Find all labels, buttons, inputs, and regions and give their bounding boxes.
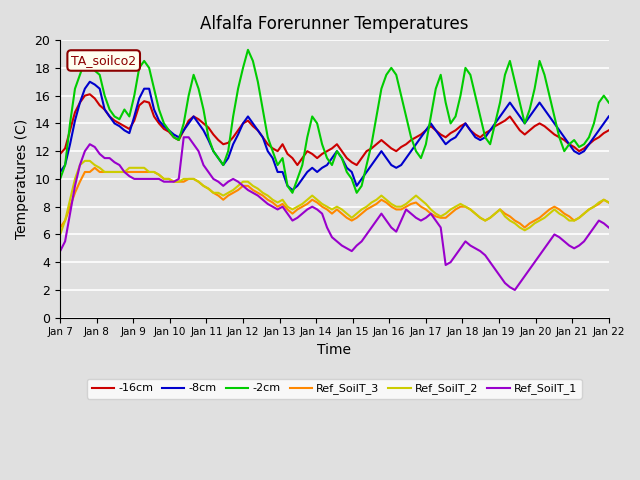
Line: Ref_SoilT_2: Ref_SoilT_2: [60, 161, 609, 234]
-2cm: [492, 120, 499, 126]
Ref_SoilT_3: [254, 190, 262, 196]
Ref_SoilT_1: [605, 225, 612, 230]
Ref_SoilT_3: [91, 165, 99, 171]
Line: -2cm: -2cm: [60, 50, 609, 193]
-2cm: [605, 100, 612, 106]
Ref_SoilT_2: [56, 231, 64, 237]
Ref_SoilT_2: [367, 200, 375, 205]
Ref_SoilT_1: [457, 245, 465, 251]
-16cm: [605, 128, 612, 133]
-2cm: [254, 79, 262, 84]
-16cm: [461, 120, 469, 126]
-8cm: [437, 134, 445, 140]
-2cm: [244, 47, 252, 53]
Ref_SoilT_3: [367, 204, 375, 210]
Ref_SoilT_1: [432, 218, 440, 224]
-8cm: [461, 120, 469, 126]
Ref_SoilT_1: [56, 248, 64, 254]
Ref_SoilT_2: [254, 186, 262, 192]
Ref_SoilT_2: [605, 200, 612, 205]
Ref_SoilT_2: [457, 201, 465, 207]
Ref_SoilT_3: [486, 215, 494, 221]
-2cm: [437, 72, 445, 78]
-8cm: [372, 155, 380, 161]
Text: TA_soilco2: TA_soilco2: [71, 54, 136, 67]
X-axis label: Time: Time: [317, 343, 351, 357]
Ref_SoilT_1: [367, 225, 375, 230]
Y-axis label: Temperatures (C): Temperatures (C): [15, 119, 29, 239]
Ref_SoilT_1: [595, 218, 603, 224]
-16cm: [437, 132, 445, 137]
Ref_SoilT_3: [432, 214, 440, 219]
-8cm: [289, 187, 296, 193]
Ref_SoilT_3: [590, 204, 598, 210]
Title: Alfalfa Forerunner Temperatures: Alfalfa Forerunner Temperatures: [200, 15, 468, 33]
-8cm: [605, 114, 612, 120]
-16cm: [294, 162, 301, 168]
-2cm: [56, 176, 64, 182]
-16cm: [492, 123, 499, 129]
Ref_SoilT_2: [486, 215, 494, 221]
-8cm: [595, 128, 603, 133]
Ref_SoilT_3: [605, 200, 612, 205]
Ref_SoilT_1: [254, 192, 262, 198]
-8cm: [492, 120, 499, 126]
-2cm: [595, 100, 603, 106]
-16cm: [56, 151, 64, 157]
-2cm: [461, 65, 469, 71]
Line: Ref_SoilT_1: Ref_SoilT_1: [60, 137, 609, 290]
-8cm: [86, 79, 93, 84]
Ref_SoilT_1: [180, 134, 188, 140]
Ref_SoilT_1: [486, 259, 494, 265]
-16cm: [372, 141, 380, 147]
-8cm: [254, 128, 262, 133]
-16cm: [86, 91, 93, 97]
Line: Ref_SoilT_3: Ref_SoilT_3: [60, 168, 609, 228]
Ref_SoilT_2: [432, 211, 440, 216]
Ref_SoilT_2: [81, 158, 89, 164]
-8cm: [56, 169, 64, 175]
Ref_SoilT_3: [457, 204, 465, 210]
-16cm: [595, 134, 603, 140]
Ref_SoilT_3: [56, 225, 64, 230]
-2cm: [372, 114, 380, 120]
Legend: -16cm, -8cm, -2cm, Ref_SoilT_3, Ref_SoilT_2, Ref_SoilT_1: -16cm, -8cm, -2cm, Ref_SoilT_3, Ref_Soil…: [87, 379, 582, 398]
-2cm: [289, 190, 296, 196]
-16cm: [254, 128, 262, 133]
Ref_SoilT_1: [511, 287, 518, 293]
Ref_SoilT_2: [590, 204, 598, 210]
Line: -16cm: -16cm: [60, 94, 609, 165]
Line: -8cm: -8cm: [60, 82, 609, 190]
